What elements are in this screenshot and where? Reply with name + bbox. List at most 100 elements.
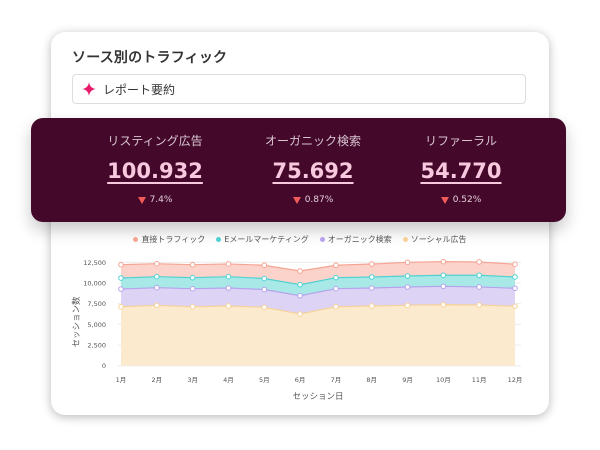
legend-label: オーガニック検索 bbox=[327, 235, 392, 244]
metric-value[interactable]: 100.932 bbox=[107, 159, 203, 183]
metric-change: 0.87% bbox=[228, 195, 398, 205]
y-tick-label: 10,000 bbox=[83, 279, 106, 287]
data-point[interactable] bbox=[476, 272, 482, 279]
series-line bbox=[120, 274, 516, 286]
area-band bbox=[121, 275, 515, 296]
card-title: ソース別のトラフィック bbox=[72, 50, 228, 66]
data-point[interactable] bbox=[297, 292, 303, 299]
data-point[interactable] bbox=[225, 273, 232, 280]
stacked-area-chart: 0 2,500 5,000 7,500 10,000 12,500 1月 2月 3月 4月 5月 6月… bbox=[71, 258, 522, 402]
data-point[interactable] bbox=[512, 285, 518, 292]
data-point[interactable] bbox=[440, 283, 447, 290]
y-tick-label: 2,500 bbox=[87, 342, 106, 350]
y-tick-label: 5,000 bbox=[87, 321, 106, 329]
data-point[interactable] bbox=[476, 302, 482, 308]
data-point[interactable] bbox=[189, 285, 196, 292]
data-point[interactable] bbox=[154, 302, 160, 309]
data-point[interactable] bbox=[476, 284, 482, 290]
metric-value[interactable]: 75.692 bbox=[272, 159, 354, 183]
data-point[interactable] bbox=[512, 261, 518, 268]
legend-item-direct[interactable]: 直接トラフィック bbox=[133, 234, 205, 245]
area-band bbox=[121, 261, 515, 285]
data-point[interactable] bbox=[189, 274, 196, 281]
x-tick-label: 3月 bbox=[187, 376, 198, 384]
data-point[interactable] bbox=[512, 274, 518, 280]
metric-change: 7.4% bbox=[70, 195, 240, 205]
x-tick-label: 8月 bbox=[366, 376, 377, 384]
y-tick-label: 7,500 bbox=[87, 300, 106, 308]
trend-down-icon bbox=[137, 196, 146, 204]
legend-item-organic[interactable]: オーガニック検索 bbox=[319, 234, 392, 245]
data-point[interactable] bbox=[333, 274, 339, 281]
data-point[interactable] bbox=[225, 285, 232, 291]
data-point[interactable] bbox=[333, 285, 339, 292]
trend-down-icon bbox=[440, 196, 449, 204]
legend-dot-icon bbox=[402, 237, 408, 242]
data-point[interactable] bbox=[261, 275, 268, 282]
data-point[interactable] bbox=[189, 303, 196, 310]
x-tick-label: 6月 bbox=[295, 376, 306, 384]
series-line bbox=[120, 285, 516, 297]
data-point[interactable] bbox=[118, 303, 124, 310]
data-point[interactable] bbox=[225, 303, 232, 309]
data-point[interactable] bbox=[440, 258, 447, 265]
data-point[interactable] bbox=[404, 302, 411, 309]
data-point[interactable] bbox=[261, 304, 268, 311]
metric-listing-ads: リスティング広告 100.932 7.4% bbox=[70, 118, 240, 222]
report-summary-button[interactable]: レポート要約 bbox=[72, 74, 526, 104]
data-point[interactable] bbox=[189, 261, 196, 268]
data-point[interactable] bbox=[297, 268, 303, 274]
metric-change-value: 7.4% bbox=[149, 195, 173, 205]
x-tick-label: 9月 bbox=[402, 376, 413, 384]
legend-item-social[interactable]: ソーシャル広告 bbox=[402, 234, 467, 245]
series-line bbox=[120, 261, 516, 272]
metric-referral: リファーラル 54.770 0.52% bbox=[376, 118, 546, 222]
data-point[interactable] bbox=[118, 286, 124, 292]
legend-label: ソーシャル広告 bbox=[410, 235, 467, 244]
data-point[interactable] bbox=[333, 303, 339, 310]
data-point[interactable] bbox=[154, 260, 160, 267]
sparkle-icon bbox=[82, 82, 96, 96]
metric-organic-search: オーガニック検索 75.692 0.87% bbox=[228, 118, 398, 222]
data-point[interactable] bbox=[368, 285, 375, 291]
x-tick-label: 11月 bbox=[472, 376, 487, 384]
legend-label: Eメールマーケティング bbox=[224, 235, 309, 244]
metric-value[interactable]: 54.770 bbox=[420, 159, 502, 183]
data-point[interactable] bbox=[440, 301, 447, 308]
data-point[interactable] bbox=[512, 303, 518, 310]
data-point[interactable] bbox=[118, 275, 124, 281]
metric-label: リファーラル bbox=[424, 134, 497, 148]
area-band bbox=[121, 286, 515, 314]
data-point[interactable] bbox=[368, 261, 375, 267]
metric-label: オーガニック検索 bbox=[264, 134, 361, 148]
data-point[interactable] bbox=[333, 262, 339, 269]
data-point[interactable] bbox=[440, 272, 447, 279]
data-point[interactable] bbox=[368, 303, 375, 309]
data-point[interactable] bbox=[154, 284, 160, 291]
data-point[interactable] bbox=[404, 259, 411, 266]
data-point[interactable] bbox=[118, 261, 124, 268]
area-band bbox=[121, 304, 515, 366]
data-point[interactable] bbox=[154, 273, 160, 280]
y-tick-label: 12,500 bbox=[83, 259, 106, 267]
x-tick-label: 7月 bbox=[331, 376, 342, 384]
legend-label: 直接トラフィック bbox=[141, 235, 206, 244]
y-tick-label: 0 bbox=[102, 362, 106, 370]
legend-dot-icon bbox=[133, 237, 139, 242]
metrics-banner: リスティング広告 100.932 7.4% オーガニック検索 75.692 0.… bbox=[31, 118, 566, 222]
data-point[interactable] bbox=[297, 311, 303, 317]
metric-label: リスティング広告 bbox=[107, 134, 203, 148]
chart-legend: 直接トラフィック Eメールマーケティング オーガニック検索 ソーシャル広告 bbox=[51, 234, 549, 245]
data-point[interactable] bbox=[404, 273, 411, 279]
trend-down-icon bbox=[292, 196, 301, 204]
data-point[interactable] bbox=[404, 284, 411, 290]
data-point[interactable] bbox=[368, 274, 375, 280]
metric-change-value: 0.52% bbox=[452, 195, 482, 205]
data-point[interactable] bbox=[225, 261, 232, 267]
x-tick-label: 10月 bbox=[436, 376, 451, 384]
data-point[interactable] bbox=[261, 262, 268, 269]
data-point[interactable] bbox=[476, 259, 482, 265]
legend-item-email[interactable]: Eメールマーケティング bbox=[216, 234, 309, 245]
data-point[interactable] bbox=[297, 281, 303, 288]
data-point[interactable] bbox=[261, 286, 268, 293]
